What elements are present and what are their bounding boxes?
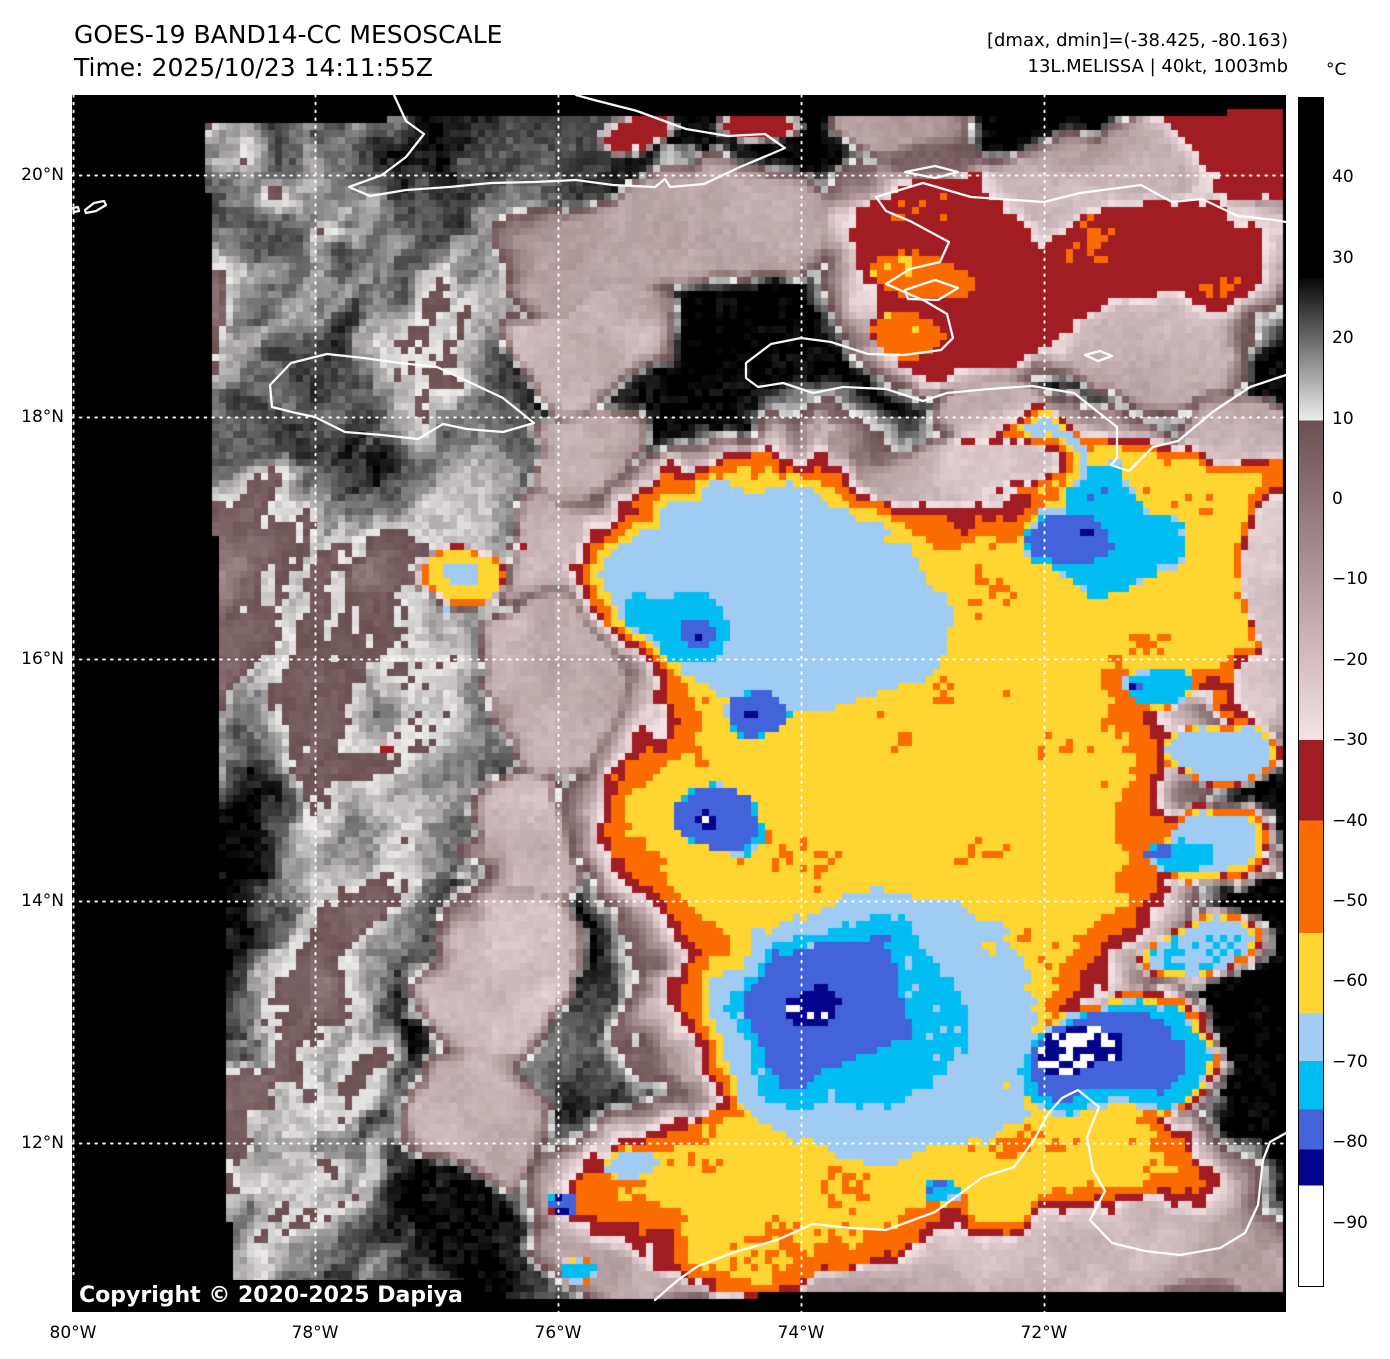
longitude-tick-label: 76°W — [534, 1323, 582, 1343]
colorbar-tick-label: −60 — [1332, 971, 1368, 992]
longitude-tick-label: 78°W — [291, 1323, 339, 1343]
satellite-ir-canvas — [72, 95, 1286, 1312]
timestamp-label: Time: 2025/10/23 14:11:55Z — [74, 53, 433, 82]
colorbar-tick-label: −40 — [1332, 810, 1368, 831]
colorbar-unit-label: °C — [1326, 60, 1347, 80]
colorbar-tick-label: 40 — [1332, 167, 1354, 188]
coastline-cayman_2 — [72, 205, 81, 214]
latitude-tick-label: 12°N — [21, 1133, 64, 1153]
coastlines — [72, 95, 1286, 1302]
latitude-tick-label: 16°N — [21, 649, 64, 669]
map-overlay — [72, 95, 1286, 1312]
temperature-colorbar — [1298, 97, 1324, 1287]
colorbar-tick-label: 20 — [1332, 328, 1354, 349]
coastline-gonave — [903, 278, 960, 302]
colorbar-tick-label: 30 — [1332, 247, 1354, 268]
latitude-tick-label: 18°N — [21, 407, 64, 427]
coastline-south_america — [653, 1088, 1286, 1302]
copyright-watermark: Copyright © 2020-2025 Dapiya — [72, 1280, 475, 1312]
latitude-tick-label: 20°N — [21, 165, 64, 185]
colorbar-tick-label: −90 — [1332, 1212, 1368, 1233]
longitude-tick-label: 74°W — [777, 1323, 825, 1343]
latitude-tick-label: 14°N — [21, 891, 64, 911]
colorbar-tick-label: −50 — [1332, 891, 1368, 912]
colorbar-tick-label: −80 — [1332, 1132, 1368, 1153]
coastline-lake_enriquillo — [1083, 349, 1114, 363]
longitude-tick-label: 72°W — [1020, 1323, 1068, 1343]
colorbar-tick-label: 10 — [1332, 408, 1354, 429]
colorbar-tick-label: 0 — [1332, 489, 1343, 510]
satellite-map: Copyright © 2020-2025 Dapiya — [72, 95, 1286, 1312]
page-title: GOES-19 BAND14-CC MESOSCALE — [74, 20, 503, 49]
dmax-dmin-annotation: [dmax, dmin]=(-38.425, -80.163) — [986, 30, 1288, 51]
coastline-cayman_1 — [83, 199, 108, 215]
coastline-cuba — [347, 95, 787, 198]
longitude-tick-label: 80°W — [49, 1323, 97, 1343]
colorbar-tick-label: −20 — [1332, 649, 1368, 670]
colorbar-tick-label: −10 — [1332, 569, 1368, 590]
colorbar-tick-label: −30 — [1332, 730, 1368, 751]
latlon-gridlines — [72, 95, 1286, 1312]
coastline-jamaica — [268, 352, 536, 441]
storm-status-annotation: 13L.MELISSA | 40kt, 1003mb — [1027, 56, 1289, 77]
colorbar-tick-label: −70 — [1332, 1051, 1368, 1072]
coastline-tortuga — [903, 164, 960, 180]
coastline-hispaniola — [744, 181, 1286, 473]
